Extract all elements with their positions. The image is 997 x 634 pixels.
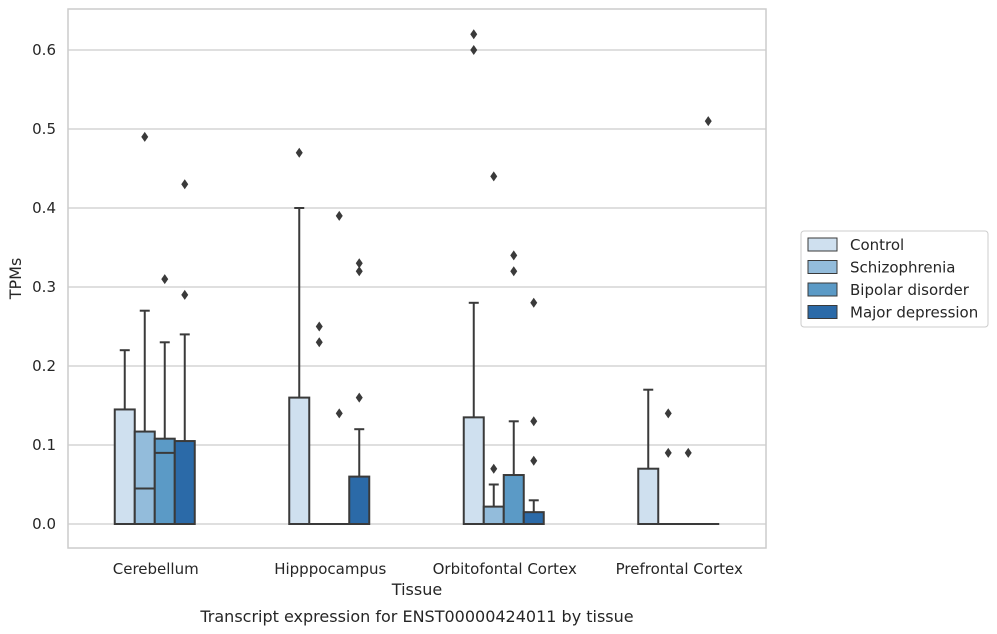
- outlier-point: [664, 447, 672, 458]
- outlier-point: [704, 116, 712, 127]
- legend-label: Bipolar disorder: [850, 281, 970, 299]
- x-tick-label: Orbitofontal Cortex: [433, 560, 577, 578]
- x-tick-label: Hipppocampus: [274, 560, 386, 578]
- box: [133, 430, 156, 526]
- outlier-point: [470, 29, 478, 40]
- box: [502, 474, 525, 525]
- outlier-point: [315, 321, 323, 332]
- outlier-point: [510, 250, 518, 261]
- box: [173, 440, 196, 525]
- outlier-point: [490, 463, 498, 474]
- outliers: [141, 29, 712, 474]
- x-axis-label: Tissue: [391, 580, 442, 599]
- y-tick-label: 0.3: [32, 278, 56, 296]
- legend-swatch: [807, 305, 838, 319]
- y-tick-label: 0.0: [32, 515, 56, 533]
- y-tick-label: 0.4: [32, 199, 56, 217]
- y-axis-ticks: 0.0 0.1 0.2 0.3 0.4 0.5 0.6: [32, 41, 56, 533]
- box: [637, 467, 660, 526]
- outlier-point: [355, 258, 363, 269]
- outlier-point: [335, 408, 343, 419]
- legend-swatch: [807, 260, 838, 274]
- box: [348, 475, 371, 526]
- box: [113, 408, 136, 526]
- legend-label: Schizophrenia: [850, 259, 955, 277]
- outlier-point: [664, 408, 672, 419]
- box: [462, 416, 485, 526]
- x-axis-ticks: Cerebellum Hipppocampus Orbitofontal Corte…: [113, 560, 743, 578]
- legend-frame: [800, 230, 989, 328]
- legend-swatch: [807, 282, 838, 297]
- box: [153, 437, 176, 525]
- outlier-point: [295, 147, 303, 158]
- outlier-point: [355, 392, 363, 403]
- outlier-point: [181, 179, 189, 190]
- y-tick-label: 0.1: [32, 436, 56, 454]
- outlier-point: [530, 297, 538, 308]
- outlier-point: [141, 131, 149, 142]
- outlier-point: [684, 447, 692, 458]
- outlier-point: [530, 455, 538, 466]
- chart-caption: Transcript expression for ENST0000042401…: [199, 607, 633, 626]
- y-axis-label: TPMs: [6, 258, 25, 301]
- legend-label: Major depression: [850, 304, 978, 322]
- outlier-point: [510, 266, 518, 277]
- box: [288, 396, 311, 526]
- legend-label: Control: [850, 236, 904, 254]
- outlier-point: [490, 171, 498, 182]
- y-tick-label: 0.5: [32, 120, 56, 138]
- outlier-point: [355, 266, 363, 277]
- outlier-point: [470, 45, 478, 55]
- box: [522, 511, 545, 526]
- x-tick-label: Cerebellum: [113, 560, 199, 578]
- outlier-point: [181, 289, 189, 300]
- legend: Control Schizophrenia Bipolar disorder Majo…: [800, 230, 989, 328]
- box: [482, 505, 505, 525]
- legend-swatch: [807, 237, 838, 252]
- outlier-point: [161, 274, 169, 285]
- y-tick-label: 0.6: [32, 41, 56, 59]
- plot-area-frame: [67, 8, 767, 549]
- x-tick-label: Prefrontal Cortex: [616, 560, 743, 578]
- boxes: [113, 207, 720, 526]
- y-tick-label: 0.2: [32, 357, 56, 375]
- outlier-point: [315, 337, 323, 348]
- outlier-point: [530, 416, 538, 427]
- outlier-point: [335, 210, 343, 221]
